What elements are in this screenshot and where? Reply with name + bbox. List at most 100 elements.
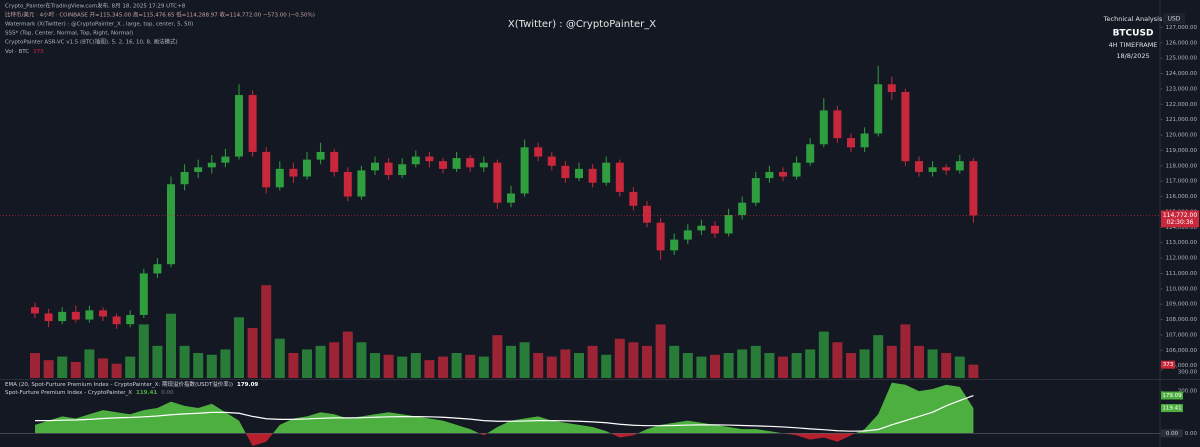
candle-body bbox=[479, 162, 488, 168]
candle-body bbox=[887, 84, 896, 92]
volume-bar bbox=[506, 345, 516, 378]
volume-bar bbox=[723, 353, 734, 378]
candle-body bbox=[915, 161, 923, 172]
volume-bar bbox=[315, 345, 326, 378]
volume-bar bbox=[370, 353, 380, 378]
info-line: Watermark (X(Twitter) : @CryptoPainter_X… bbox=[5, 22, 193, 28]
candle-body bbox=[425, 156, 434, 162]
candle-body bbox=[724, 214, 733, 234]
candle-body bbox=[275, 168, 284, 188]
indicator-value-box bbox=[1161, 404, 1183, 413]
currency: USD bbox=[1168, 16, 1181, 23]
candle-body bbox=[697, 225, 706, 231]
y-tick-label: 122,000.00 bbox=[1166, 102, 1198, 108]
last-price-box bbox=[1161, 210, 1199, 228]
indicator-legend: EMA (20, Spot-Furture Premium Index - Cr… bbox=[5, 380, 258, 388]
last-price-label: 114,772.00 bbox=[1163, 212, 1198, 219]
candle-body bbox=[167, 184, 175, 265]
y-tick-label: 120,000.00 bbox=[1166, 133, 1198, 139]
candle-body bbox=[942, 167, 951, 171]
candle-body bbox=[575, 168, 583, 179]
volume-bar bbox=[818, 331, 829, 378]
y-tick-label: 119,000.00 bbox=[1166, 148, 1198, 154]
candle-body bbox=[384, 162, 393, 176]
volume-bar bbox=[98, 358, 108, 378]
volume-bar bbox=[478, 356, 489, 378]
candle-body bbox=[656, 222, 665, 251]
volume-bar bbox=[30, 353, 40, 378]
y-tick-label: 113,000.00 bbox=[1166, 240, 1198, 246]
candle-body bbox=[751, 178, 760, 203]
y2-tick-label: 0.00 bbox=[1185, 431, 1198, 437]
candle-body bbox=[71, 311, 80, 320]
candle-body bbox=[955, 161, 964, 171]
volume-bar bbox=[941, 353, 952, 378]
candle-body bbox=[99, 310, 107, 317]
candle-body bbox=[316, 151, 325, 160]
indicator-value-box bbox=[1161, 391, 1183, 400]
volume-bar bbox=[560, 349, 571, 378]
candle-body bbox=[207, 162, 216, 168]
volume-bar bbox=[179, 345, 190, 378]
volume-last-box bbox=[1161, 360, 1175, 369]
y-tick-label: 123,000.00 bbox=[1166, 86, 1198, 92]
volume-bar bbox=[764, 353, 775, 378]
volume-bar bbox=[261, 285, 272, 378]
candle-body bbox=[303, 159, 311, 177]
volume-bar bbox=[533, 353, 544, 378]
candle-body bbox=[765, 171, 774, 179]
volume-bar bbox=[628, 342, 639, 378]
volume-bar bbox=[329, 342, 340, 378]
volume-bar bbox=[968, 364, 979, 378]
candle-body bbox=[139, 273, 148, 315]
candle-body bbox=[153, 264, 162, 274]
y-tick-label: 105,000.00 bbox=[1166, 363, 1198, 369]
volume-bar bbox=[342, 331, 353, 378]
volume-bar bbox=[859, 349, 870, 378]
volume-bar bbox=[465, 354, 476, 378]
y-tick-label: 121,000.00 bbox=[1166, 117, 1198, 123]
candle-body bbox=[711, 225, 719, 234]
volume-bar bbox=[152, 345, 163, 378]
volume-bar bbox=[274, 338, 285, 378]
candle-body bbox=[615, 162, 624, 192]
volume-bar bbox=[397, 356, 408, 378]
volume-bar bbox=[886, 345, 897, 378]
candle-body bbox=[112, 316, 121, 325]
indicator-name: EMA (20, Spot-Furture Premium Index - Cr… bbox=[5, 380, 233, 388]
volume-bar bbox=[669, 345, 680, 378]
zero-value: 0.00 bbox=[161, 390, 174, 396]
indicator-value: 179.09 bbox=[237, 382, 258, 388]
volume-bar bbox=[138, 324, 149, 378]
candle-body bbox=[439, 161, 447, 169]
y-tick-label: 106,000.00 bbox=[1166, 348, 1198, 354]
candle-body bbox=[398, 164, 407, 176]
candle-body bbox=[289, 168, 298, 177]
ema-line bbox=[35, 394, 974, 432]
currency-box bbox=[1163, 13, 1185, 24]
candle-body bbox=[330, 151, 339, 172]
volume-legend: Vol · BTC 373 bbox=[5, 49, 44, 55]
y-tick-label: 109,000.00 bbox=[1166, 302, 1198, 308]
volume-bar bbox=[111, 363, 122, 378]
volume-bar bbox=[846, 353, 856, 378]
volume-bar bbox=[587, 345, 598, 378]
candle-body bbox=[248, 95, 257, 152]
volume-bar bbox=[220, 349, 231, 378]
indicator-pane bbox=[0, 382, 1160, 446]
candle-body bbox=[452, 158, 461, 169]
candle-body bbox=[343, 171, 352, 197]
y-tick-label: 127,000.00 bbox=[1166, 25, 1198, 31]
premium-area-negative bbox=[35, 433, 974, 446]
volume-bar bbox=[614, 338, 625, 378]
y-tick-label: 117,000.00 bbox=[1166, 179, 1198, 185]
volume-bar bbox=[234, 317, 244, 378]
volume-bar bbox=[805, 349, 816, 378]
y-tick-label: 108,000.00 bbox=[1166, 317, 1198, 323]
indicator-value-label: 179.09 bbox=[1162, 393, 1182, 399]
zero-box-label: 0.00 bbox=[1166, 431, 1179, 437]
info-line: 比特币/美元 · 4小时 · COINBASE 开=115,345.00 高=1… bbox=[5, 11, 315, 19]
y-tick-label: 126,000.00 bbox=[1166, 40, 1198, 46]
candle-body bbox=[262, 151, 271, 188]
volume-bar bbox=[288, 353, 299, 378]
